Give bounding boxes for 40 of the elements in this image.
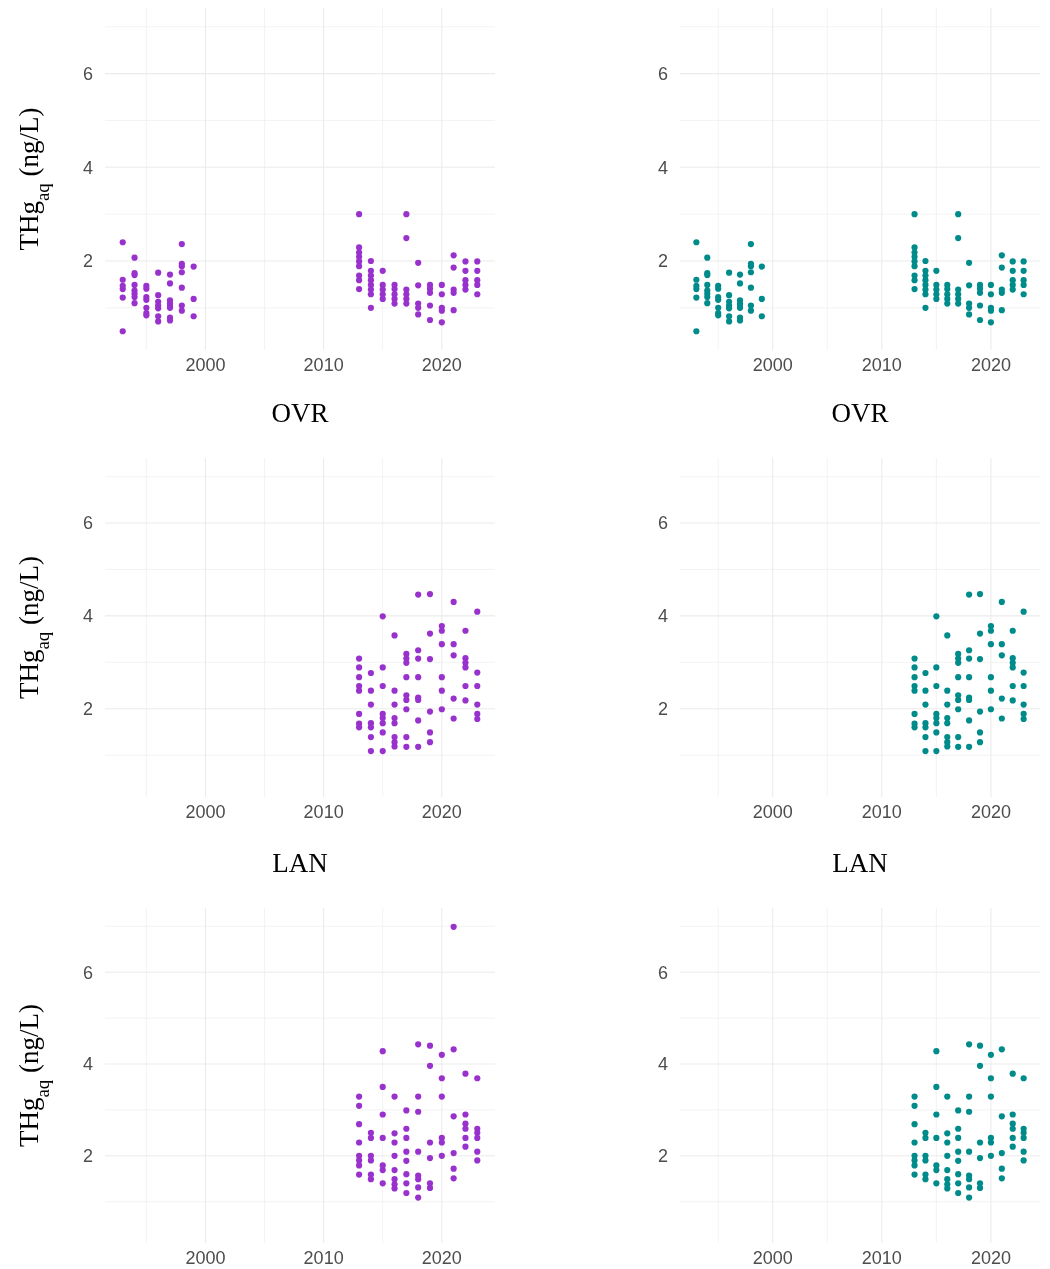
x-tick-label: 2000 (752, 355, 793, 375)
y-tick-label: 6 (82, 63, 93, 84)
y-tick-label: 6 (657, 513, 668, 534)
x-tick-label: 2000 (185, 1248, 226, 1268)
x-tick-label: 2010 (861, 355, 902, 375)
x-tick-label: 2020 (421, 802, 462, 822)
y-tick-label: 6 (657, 63, 668, 84)
y-tick-label: 2 (657, 699, 668, 720)
x-tick-label: 2020 (970, 1248, 1011, 1268)
x-tick-label: 2000 (752, 1248, 793, 1268)
y-tick-label: 2 (82, 251, 93, 272)
y-tick-label: 6 (82, 962, 93, 983)
x-tick-label: 2020 (970, 802, 1011, 822)
chart-title: OVR (831, 398, 889, 428)
x-tick-label: 2010 (861, 802, 902, 822)
y-tick-label: 2 (657, 1146, 668, 1167)
x-tick-label: 2000 (185, 802, 226, 822)
chart-title: LAN (832, 848, 888, 878)
x-tick-label: 2020 (421, 1248, 462, 1268)
x-tick-label: 2000 (752, 802, 793, 822)
y-tick-label: 2 (82, 699, 93, 720)
x-tick-label: 2000 (185, 355, 226, 375)
x-tick-label: 2010 (861, 1248, 902, 1268)
x-tick-label: 2010 (303, 1248, 344, 1268)
y-tick-label: 6 (657, 962, 668, 983)
y-tick-label: 2 (82, 1146, 93, 1167)
chart-title: OVR (271, 398, 329, 428)
x-tick-label: 2010 (303, 355, 344, 375)
chart-title: LAN (272, 848, 328, 878)
y-tick-label: 2 (657, 251, 668, 272)
y-tick-label: 4 (82, 606, 93, 627)
x-tick-label: 2010 (303, 802, 344, 822)
y-tick-label: 4 (82, 157, 93, 178)
y-tick-label: 4 (657, 1054, 668, 1075)
y-tick-label: 4 (82, 1054, 93, 1075)
y-tick-label: 4 (657, 606, 668, 627)
x-tick-label: 2020 (970, 355, 1011, 375)
y-tick-label: 6 (82, 513, 93, 534)
y-tick-label: 4 (657, 157, 668, 178)
x-tick-label: 2020 (421, 355, 462, 375)
